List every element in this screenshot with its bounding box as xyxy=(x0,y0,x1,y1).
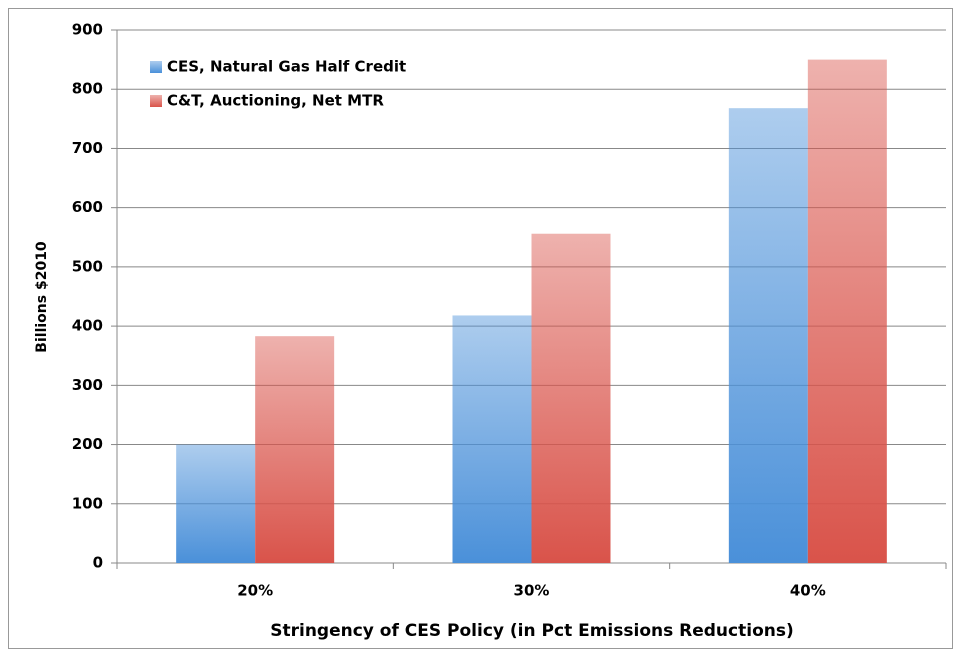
bar xyxy=(728,108,808,563)
y-tick-label: 500 xyxy=(72,257,103,275)
x-tick-label: 40% xyxy=(790,582,826,600)
x-axis-title: Stringency of CES Policy (in Pct Emissio… xyxy=(270,621,794,641)
y-tick-label: 100 xyxy=(72,494,103,512)
y-tick-label: 0 xyxy=(93,554,103,572)
bar xyxy=(176,444,256,563)
y-tick-label: 900 xyxy=(72,21,103,39)
legend-swatch xyxy=(150,61,162,73)
y-tick-label: 600 xyxy=(72,198,103,216)
bar xyxy=(255,336,335,563)
y-tick-label: 700 xyxy=(72,139,103,157)
y-tick-label: 200 xyxy=(72,435,103,453)
legend-label: C&T, Auctioning, Net MTR xyxy=(167,92,384,110)
legend-swatch xyxy=(150,95,162,107)
bar xyxy=(531,233,611,564)
bar xyxy=(807,59,887,563)
x-tick-label: 20% xyxy=(237,582,273,600)
y-axis-title: Billions $2010 xyxy=(34,241,50,353)
y-tick-label: 800 xyxy=(72,80,103,98)
y-tick-label: 300 xyxy=(72,376,103,394)
x-tick-label: 30% xyxy=(514,582,550,600)
y-tick-label: 400 xyxy=(72,317,103,335)
legend-label: CES, Natural Gas Half Credit xyxy=(167,58,406,76)
bar xyxy=(452,315,532,563)
